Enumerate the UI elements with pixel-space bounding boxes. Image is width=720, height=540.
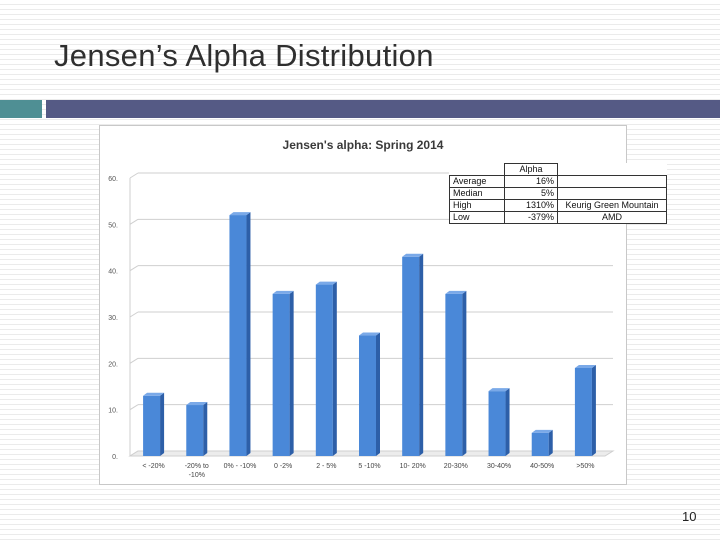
stat-label: High bbox=[449, 199, 505, 212]
bars bbox=[143, 212, 596, 456]
bar-side bbox=[462, 290, 467, 456]
gridline-diagonal bbox=[129, 172, 139, 179]
x-tick-label: 2 - 5% bbox=[316, 463, 336, 470]
table-corner-cell bbox=[449, 163, 505, 176]
y-tick-label: 60. bbox=[108, 176, 118, 183]
bar-top bbox=[315, 281, 337, 285]
y-tick-label: 30. bbox=[108, 315, 118, 322]
stat-note bbox=[557, 175, 667, 188]
title-divider-bar bbox=[46, 100, 720, 118]
bar-front bbox=[445, 293, 463, 456]
table-row: High 1310% Keurig Green Mountain bbox=[449, 199, 667, 212]
bar-top bbox=[574, 364, 596, 368]
bar-top bbox=[531, 429, 553, 433]
bar-chart: Jensen's alpha: Spring 2014 0. 10. 20. 30. 4… bbox=[108, 138, 615, 479]
bar-top bbox=[229, 212, 251, 216]
table-row: Low -379% AMD bbox=[449, 211, 667, 224]
stat-value: 1310% bbox=[504, 199, 558, 212]
gridline-diagonal bbox=[129, 357, 139, 364]
stat-label: Average bbox=[449, 175, 505, 188]
x-tick-label: < -20% bbox=[142, 463, 164, 470]
y-tick-label: 40. bbox=[108, 269, 118, 276]
y-tick-label: 0. bbox=[112, 454, 118, 461]
title-accent-bar bbox=[0, 100, 42, 118]
page-number: 10 bbox=[682, 509, 697, 524]
x-tick-label: 30-40% bbox=[487, 463, 511, 470]
bar-side bbox=[505, 388, 510, 456]
stat-value: -379% bbox=[504, 211, 558, 224]
bar-top bbox=[186, 402, 208, 406]
bar-front bbox=[359, 335, 376, 456]
bar-top bbox=[445, 290, 467, 294]
bar-side bbox=[591, 364, 596, 456]
gridline-diagonal bbox=[129, 218, 139, 225]
bar-side bbox=[376, 332, 380, 456]
table-row: Average 16% bbox=[449, 175, 667, 188]
stat-value: 5% bbox=[504, 187, 558, 200]
gridline-diagonal bbox=[129, 265, 139, 272]
stat-note bbox=[557, 187, 667, 200]
gridline-diagonal bbox=[129, 311, 139, 318]
bar-top bbox=[488, 388, 510, 392]
y-tick-label: 10. bbox=[108, 408, 118, 415]
bar-front bbox=[272, 293, 290, 456]
x-tick-label: 5 -10% bbox=[358, 463, 380, 470]
table-header-row: Alpha bbox=[449, 163, 667, 176]
bar-front bbox=[402, 256, 420, 456]
stat-label: Low bbox=[449, 211, 505, 224]
bar-side bbox=[160, 392, 165, 456]
chart-title: Jensen's alpha: Spring 2014 bbox=[283, 138, 444, 152]
stat-value: 16% bbox=[504, 175, 558, 188]
table-header-alpha: Alpha bbox=[504, 163, 558, 176]
bar-side bbox=[332, 281, 337, 456]
x-tick-label: 40-50% bbox=[530, 463, 554, 470]
alpha-stats-table: Alpha Average 16% Median 5% High 1310% K… bbox=[449, 163, 667, 224]
table-header-empty bbox=[557, 163, 667, 176]
x-tick-label: 0 -2% bbox=[274, 463, 292, 470]
x-tick-label: >50% bbox=[576, 463, 594, 470]
bar-side bbox=[289, 290, 294, 456]
x-axis-ticks: < -20% -20% to -10% 0% - -10% 0 -2% 2 - 5% 5 -… bbox=[142, 463, 594, 479]
stat-note: AMD bbox=[557, 211, 667, 224]
bar-front bbox=[143, 395, 161, 456]
gridline-diagonal bbox=[129, 404, 139, 411]
stat-label: Median bbox=[449, 187, 505, 200]
stat-note: Keurig Green Mountain bbox=[557, 199, 667, 212]
bar-front bbox=[574, 367, 592, 456]
bar-top bbox=[359, 332, 380, 336]
bar-side bbox=[548, 429, 553, 456]
bar-front bbox=[229, 215, 247, 456]
bar-front bbox=[531, 432, 549, 456]
bar-side bbox=[419, 253, 424, 456]
x-tick-label: 0% - -10% bbox=[224, 463, 257, 470]
bar-front bbox=[488, 391, 506, 456]
grid-lines bbox=[129, 172, 613, 457]
x-tick-label: -20% to -10% bbox=[185, 463, 209, 479]
table-row: Median 5% bbox=[449, 187, 667, 200]
y-axis-ticks: 0. 10. 20. 30. 40. 50. 60. bbox=[108, 176, 118, 461]
bar-front bbox=[186, 405, 204, 456]
bar-top bbox=[143, 392, 165, 396]
bar-top bbox=[272, 290, 294, 294]
bar-side bbox=[203, 402, 208, 456]
x-tick-label: 10- 20% bbox=[400, 463, 426, 470]
bar-top bbox=[402, 253, 424, 257]
slide-title: Jensen’s Alpha Distribution bbox=[54, 38, 434, 73]
y-tick-label: 50. bbox=[108, 222, 118, 229]
x-tick-label: 20-30% bbox=[444, 463, 468, 470]
y-tick-label: 20. bbox=[108, 361, 118, 368]
bar-front bbox=[315, 284, 333, 456]
bar-side bbox=[246, 212, 251, 456]
